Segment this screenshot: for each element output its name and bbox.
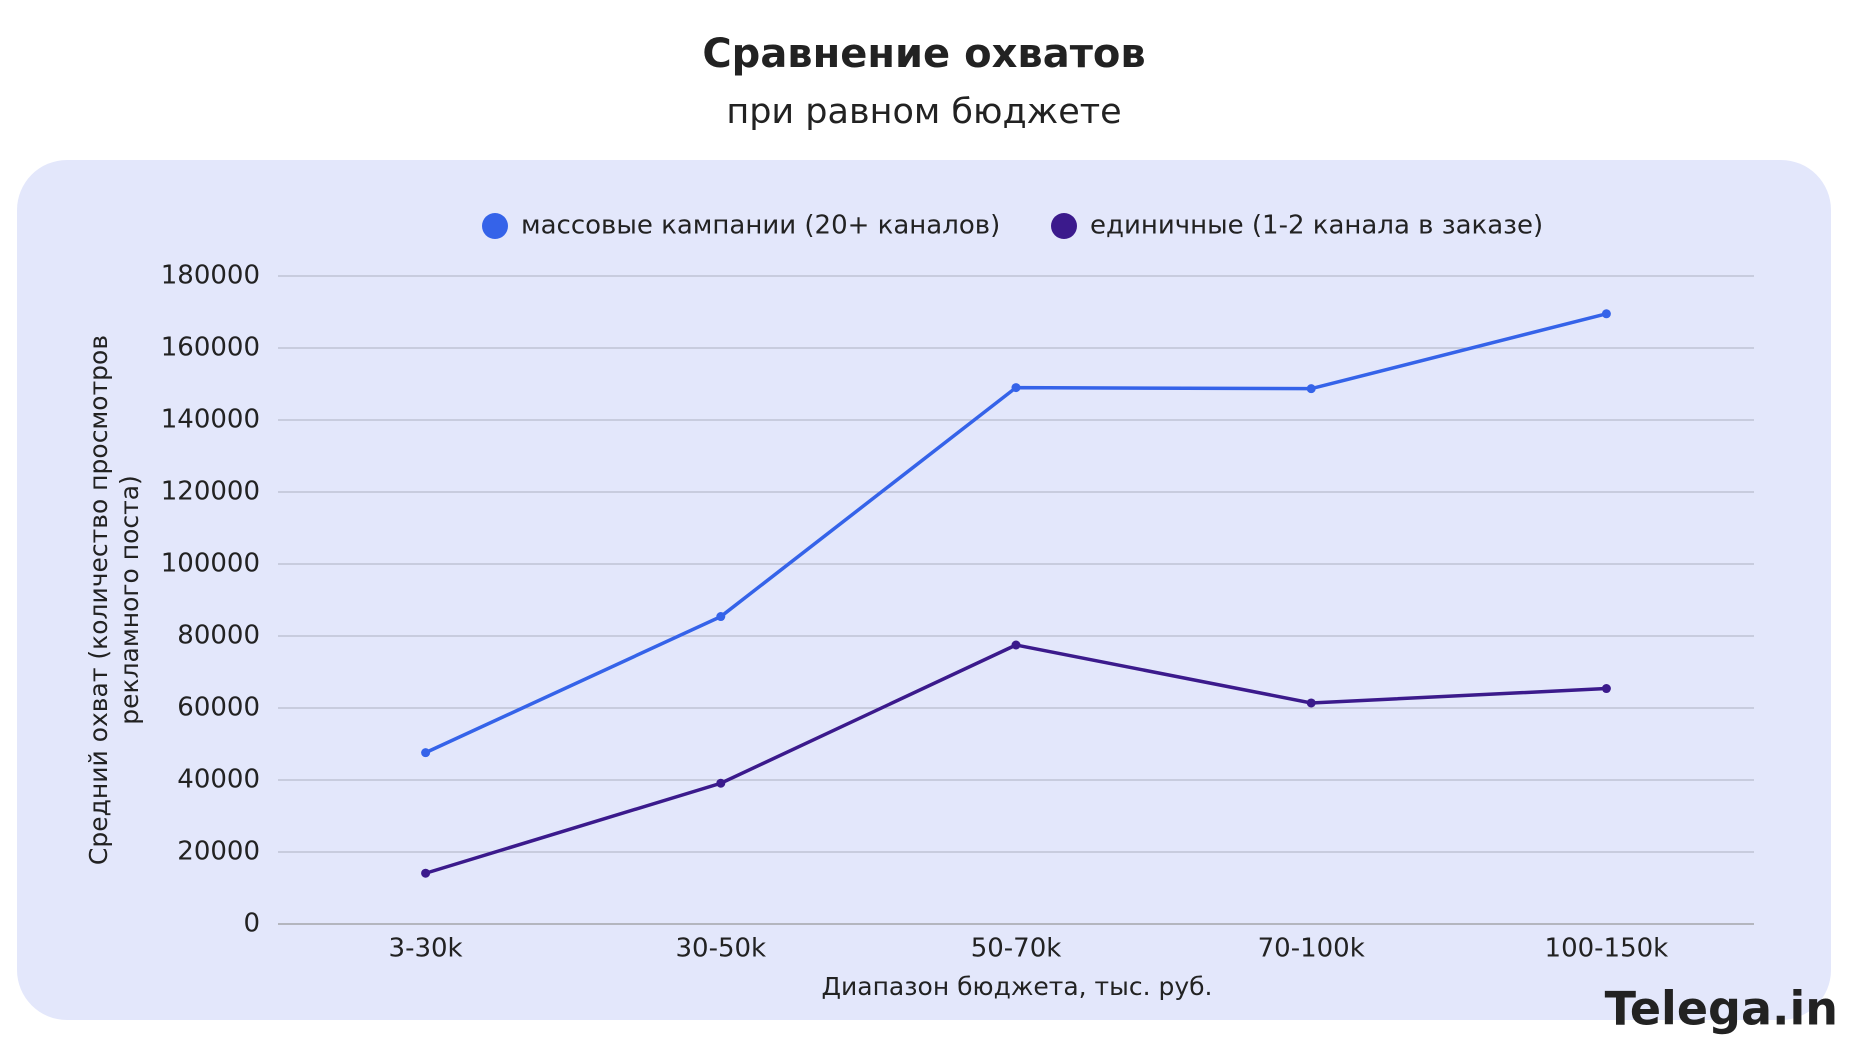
y-tick-label: 160000 xyxy=(161,333,260,363)
x-axis-title: Диапазон бюджета, тыс. руб. xyxy=(821,972,1212,1001)
y-tick-label: 0 xyxy=(243,909,260,939)
legend-marker xyxy=(1051,213,1077,239)
y-tick-label: 20000 xyxy=(177,837,260,867)
point xyxy=(716,612,726,622)
point xyxy=(1306,698,1316,708)
y-tick-label: 180000 xyxy=(161,261,260,291)
logo: Telega.in xyxy=(1605,982,1838,1036)
point xyxy=(421,748,431,758)
point xyxy=(1601,309,1611,319)
point xyxy=(1011,383,1021,393)
point xyxy=(716,778,726,788)
point xyxy=(1601,684,1611,694)
x-tick-label: 3-30k xyxy=(389,934,463,964)
y-axis-title: Средний охват (количество просмотров xyxy=(84,335,113,865)
point xyxy=(421,868,431,878)
legend-marker xyxy=(482,213,508,239)
y-tick-label: 80000 xyxy=(177,621,260,651)
y-tick-label: 120000 xyxy=(161,477,260,507)
panel xyxy=(17,160,1831,1020)
chart-title: Сравнение охватов xyxy=(702,31,1145,77)
x-tick-label: 70-100k xyxy=(1258,934,1365,964)
chart-subtitle: при равном бюджете xyxy=(726,92,1121,132)
y-tick-label: 60000 xyxy=(177,693,260,723)
y-tick-label: 100000 xyxy=(161,549,260,579)
x-tick-label: 30-50k xyxy=(675,934,766,964)
x-tick-label: 50-70k xyxy=(971,934,1062,964)
y-axis-title: рекламного поста) xyxy=(115,475,144,725)
y-tick-label: 140000 xyxy=(161,405,260,435)
y-tick-label: 40000 xyxy=(177,765,260,795)
point xyxy=(1306,384,1316,394)
point xyxy=(1011,640,1021,650)
legend-label: единичные (1-2 канала в заказе) xyxy=(1090,211,1543,241)
x-tick-label: 100-150k xyxy=(1545,934,1669,964)
legend-label: массовые кампании (20+ каналов) xyxy=(521,211,1000,241)
